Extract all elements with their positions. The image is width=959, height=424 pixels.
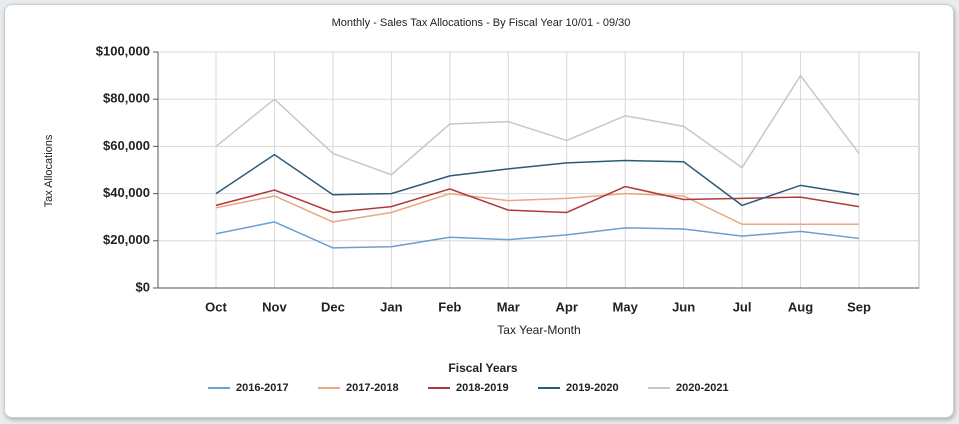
y-tick-label: $60,000 bbox=[103, 138, 150, 153]
y-tick-label: $0 bbox=[136, 279, 150, 294]
plot-area bbox=[157, 51, 920, 289]
x-tick-label: Jan bbox=[380, 299, 402, 314]
legend-label: 2018-2019 bbox=[456, 382, 509, 394]
legend-label: 2020-2021 bbox=[676, 382, 729, 394]
x-tick-label: Feb bbox=[438, 299, 461, 314]
x-tick-label: Oct bbox=[205, 299, 227, 314]
y-tick-label: $40,000 bbox=[103, 185, 150, 200]
legend-label: 2016-2017 bbox=[236, 382, 289, 394]
series-line bbox=[215, 221, 860, 249]
chart-title: Monthly - Sales Tax Allocations - By Fis… bbox=[332, 17, 631, 29]
series-line bbox=[215, 153, 860, 207]
x-tick-label: Jun bbox=[672, 299, 695, 314]
y-axis-title: Tax Allocations bbox=[43, 134, 55, 207]
chart-card: Monthly - Sales Tax Allocations - By Fis… bbox=[4, 4, 954, 418]
legend-label: 2017-2018 bbox=[346, 382, 399, 394]
x-tick-label: Sep bbox=[847, 299, 871, 314]
x-tick-label: Jul bbox=[733, 299, 752, 314]
x-tick-label: Apr bbox=[556, 299, 578, 314]
legend-label: 2019-2020 bbox=[566, 382, 619, 394]
legend-title: Fiscal Years bbox=[448, 361, 517, 375]
chart: Monthly - Sales Tax Allocations - By Fis… bbox=[43, 17, 920, 394]
series-line bbox=[215, 74, 860, 176]
y-tick-label: $80,000 bbox=[103, 91, 150, 106]
x-tick-label: Mar bbox=[497, 299, 520, 314]
x-tick-label: Dec bbox=[321, 299, 345, 314]
series-line bbox=[215, 192, 859, 226]
x-tick-label: Nov bbox=[262, 299, 287, 314]
y-tick-label: $20,000 bbox=[103, 232, 150, 247]
series-line bbox=[215, 185, 860, 214]
x-tick-label: Aug bbox=[788, 299, 813, 314]
y-tick-label: $100,000 bbox=[96, 43, 150, 58]
x-axis-title: Tax Year-Month bbox=[497, 323, 580, 337]
x-tick-label: May bbox=[613, 299, 639, 314]
